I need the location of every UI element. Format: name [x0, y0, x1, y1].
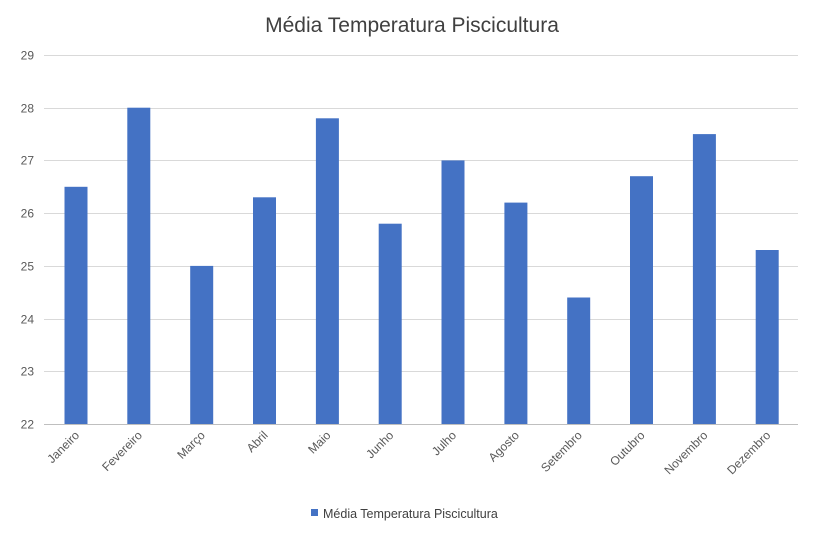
chart-title: Média Temperatura Piscicultura — [265, 14, 559, 37]
x-tick-label: Dezembro — [724, 428, 773, 477]
y-tick-label: 24 — [21, 313, 35, 327]
bar — [64, 186, 88, 424]
x-tick-label: Abril — [244, 428, 271, 455]
y-tick-label: 23 — [21, 365, 35, 379]
x-tick-label: Fevereiro — [99, 428, 145, 474]
x-tick-label: Março — [174, 428, 208, 462]
bar — [378, 223, 402, 424]
y-tick-label: 27 — [21, 154, 35, 168]
y-tick-label: 26 — [21, 207, 35, 221]
x-tick-label: Agosto — [486, 428, 523, 465]
y-tick-label: 29 — [21, 49, 35, 63]
gridlines — [44, 55, 798, 425]
x-tick-label: Junho — [363, 428, 396, 461]
bar — [567, 297, 591, 424]
x-tick-label: Novembro — [661, 428, 710, 477]
bar — [755, 250, 779, 424]
x-axis-tick-labels: Janeiro Fevereiro Março Abril Maio Junho Julho… — [44, 428, 773, 477]
bars — [64, 107, 779, 425]
x-tick-label: Janeiro — [44, 428, 82, 466]
y-tick-label: 28 — [21, 102, 35, 116]
bar — [253, 197, 276, 424]
legend: Média Temperatura Piscicultura — [311, 507, 498, 521]
bar — [190, 265, 214, 424]
bar — [504, 202, 528, 424]
y-tick-label: 25 — [21, 260, 35, 274]
legend-label: Média Temperatura Piscicultura — [323, 507, 498, 521]
bar — [315, 118, 339, 425]
y-tick-label: 22 — [21, 418, 35, 432]
x-tick-label: Outubro — [607, 428, 648, 469]
y-axis-tick-labels: 22 23 24 25 26 27 28 29 — [21, 49, 35, 432]
x-tick-label: Maio — [305, 428, 334, 457]
bar — [692, 134, 716, 424]
bar — [127, 107, 151, 424]
bar — [441, 160, 465, 424]
legend-swatch — [311, 509, 318, 516]
x-tick-label: Julho — [429, 428, 459, 458]
x-tick-label: Setembro — [538, 428, 585, 475]
bar — [630, 176, 653, 424]
